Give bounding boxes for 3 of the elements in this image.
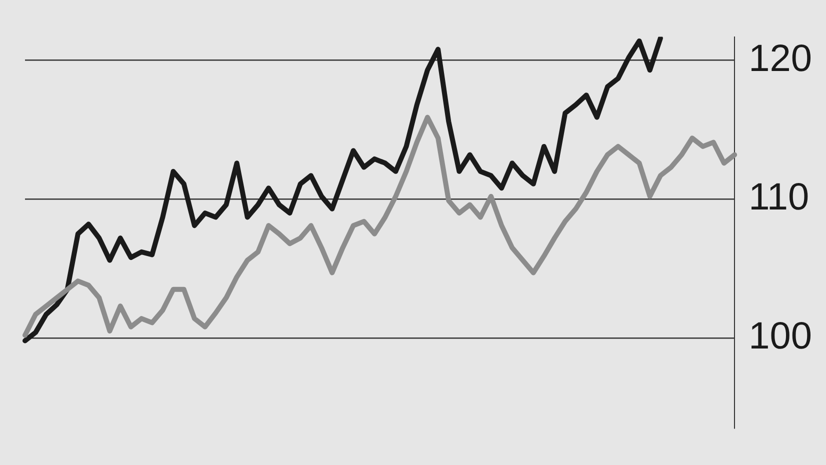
- y-tick-label: 120: [748, 38, 812, 80]
- y-tick-label: 110: [748, 176, 810, 219]
- y-tick-label: 100: [748, 315, 812, 358]
